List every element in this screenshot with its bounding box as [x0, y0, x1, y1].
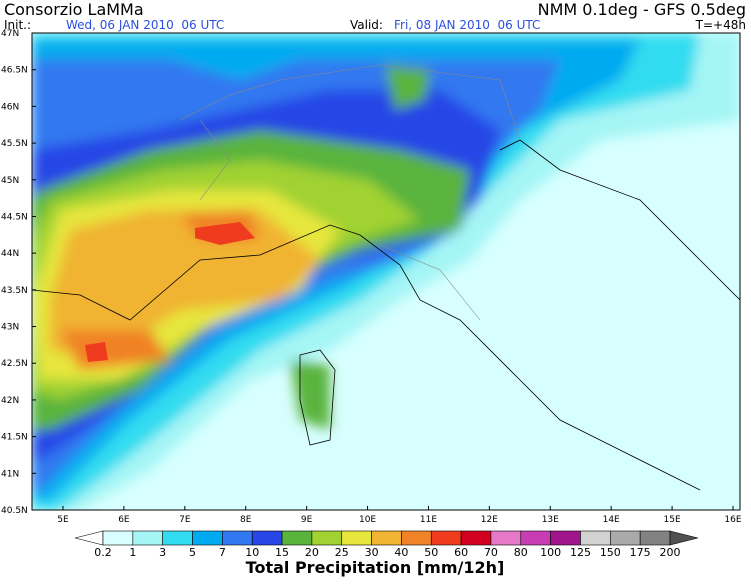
lon-label: 12E: [481, 515, 498, 525]
colorbar-label: 100: [540, 546, 561, 559]
colorbar-label: 3: [159, 546, 166, 559]
lon-label: 5E: [57, 515, 69, 525]
colorbar-box: [102, 530, 134, 546]
colorbar-label: 175: [630, 546, 651, 559]
colorbar-label: 0.2: [94, 546, 112, 559]
colorbar-box: [251, 530, 283, 546]
lon-label: 8E: [240, 515, 252, 525]
colorbar-label: 60: [454, 546, 468, 559]
map-frame: [31, 32, 741, 511]
lat-label: 43.5N: [1, 286, 28, 296]
lat-label: 46N: [1, 102, 19, 112]
legend-title: Total Precipitation [mm/12h]: [246, 558, 505, 577]
lat-label: 45N: [1, 176, 19, 186]
colorbar-box: [162, 530, 193, 546]
colorbar-label: 70: [484, 546, 498, 559]
lon-label: 10E: [359, 515, 376, 525]
colorbar-label: 1: [129, 546, 136, 559]
lat-label: 47N: [1, 29, 19, 39]
axes: 47N 46.5N 46N 45.5N 45N 44.5N 44N 43.5N 43N 42.5N…: [1, 29, 742, 525]
colorbar-box: [222, 530, 253, 546]
lon-label: 16E: [724, 515, 741, 525]
title: Consorzio LaMMa: [4, 0, 144, 19]
colorbar-arrow-high: [669, 530, 699, 546]
model: NMM 0.1deg - GFS 0.5deg: [538, 0, 746, 19]
colorbar-box: [610, 530, 641, 546]
colorbar-label: 30: [365, 546, 379, 559]
colorbar-box: [460, 530, 492, 546]
lat-label: 41N: [1, 469, 19, 479]
lat-label: 40.5N: [1, 506, 28, 516]
borders: [179, 64, 521, 321]
colorbar-box: [520, 530, 551, 546]
lon-label: 15E: [664, 515, 681, 525]
valid-label: Valid:: [350, 18, 383, 32]
lat-label: 45.5N: [1, 139, 28, 149]
colorbar: 0.2 1 3 5 7 10 15 20 25 30 40 50 60 70 80 100 125 150 175 2…: [74, 530, 699, 559]
colorbar-box: [311, 530, 343, 546]
lon-label: 9E: [301, 515, 313, 525]
coastlines: [32, 139, 740, 491]
colorbar-box: [580, 530, 611, 546]
colorbar-label: 200: [660, 546, 681, 559]
lat-label: 44N: [1, 249, 19, 259]
lon-label: 13E: [542, 515, 559, 525]
colorbar-box: [430, 530, 462, 546]
lon-label: 11E: [420, 515, 437, 525]
lat-label: 46.5N: [1, 66, 28, 76]
init-label: Init.:: [4, 18, 31, 32]
colorbar-label: 50: [424, 546, 438, 559]
lon-label: 6E: [118, 515, 130, 525]
colorbar-label: 40: [394, 546, 408, 559]
lat-label: 42.5N: [1, 359, 28, 369]
colorbar-label: 10: [245, 546, 259, 559]
colorbar-arrow-low: [74, 530, 104, 546]
colorbar-box: [132, 530, 163, 546]
colorbar-box: [192, 530, 223, 546]
lon-label: 7E: [179, 515, 191, 525]
max-area: [85, 222, 255, 362]
colorbar-label: 25: [335, 546, 349, 559]
colorbar-box: [490, 530, 522, 546]
colorbar-label: 15: [275, 546, 289, 559]
colorbar-box: [550, 530, 581, 546]
colorbar-label: 125: [570, 546, 591, 559]
lat-label: 42N: [1, 396, 19, 406]
lead-time: T=+48h: [695, 18, 746, 32]
lat-label: 44.5N: [1, 212, 28, 222]
colorbar-label: 80: [514, 546, 528, 559]
colorbar-box: [371, 530, 402, 546]
colorbar-label: 150: [600, 546, 621, 559]
colorbar-label: 5: [189, 546, 196, 559]
colorbar-label: 7: [219, 546, 226, 559]
lat-label: 41.5N: [1, 433, 28, 443]
precip-blobs: [32, 33, 740, 510]
lon-label: 14E: [603, 515, 620, 525]
lat-label: 43N: [1, 323, 19, 333]
colorbar-label: 20: [305, 546, 319, 559]
colorbar-box: [639, 530, 671, 546]
valid-time: Fri, 08 JAN 2010 06 UTC: [394, 18, 540, 32]
init-time: Wed, 06 JAN 2010 06 UTC: [66, 18, 224, 32]
colorbar-box: [281, 530, 313, 546]
colorbar-box: [341, 530, 372, 546]
precip-field: [32, 33, 740, 510]
colorbar-box: [401, 530, 432, 546]
